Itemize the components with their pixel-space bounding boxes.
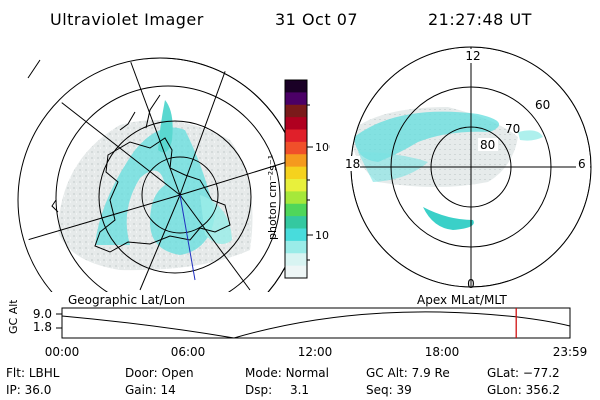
colorbar-cell	[285, 265, 307, 279]
time-tick-2: 12:00	[298, 345, 333, 359]
colorbar-label: photon cm⁻²s⁻¹	[266, 155, 279, 240]
time-tick-3: 18:00	[425, 345, 460, 359]
colorbar: 100 10 photon cm⁻²s⁻¹	[266, 79, 330, 279]
colorbar-cell	[285, 104, 307, 118]
mlt-label-12: 12	[465, 49, 480, 63]
param-mode: Mode: Normal	[245, 366, 329, 380]
colorbar-scale	[285, 80, 307, 279]
time-label: 21:27:48 UT	[428, 10, 532, 29]
time-tick-0: 00:00	[45, 345, 80, 359]
colorbar-cell	[285, 154, 307, 168]
time-tick-4: 23:59	[553, 345, 588, 359]
param-dsp: Dsp: 3.1	[245, 383, 310, 397]
colorbar-tick-10: 10	[315, 229, 329, 242]
projection-label-geographic: Geographic Lat/Lon	[68, 293, 186, 307]
colorbar-cell	[285, 240, 307, 254]
lat-label-60: 60	[535, 98, 550, 112]
mlt-label-0: 0	[467, 277, 475, 291]
lat-label-80: 80	[480, 138, 495, 152]
altitude-axis-label: GC Alt	[7, 300, 20, 334]
mlt-label-6: 6	[578, 157, 586, 171]
param-glon: GLon: 356.2	[487, 383, 560, 397]
param-glat: GLat: −77.2	[487, 366, 560, 380]
colorbar-cell	[285, 117, 307, 131]
polar-plot: 12 18 6 0 80 70 60	[342, 46, 592, 291]
param-gain: Gain: 14	[125, 383, 176, 397]
altitude-curve	[61, 311, 571, 339]
colorbar-cell	[285, 203, 307, 217]
geographic-map	[17, 57, 290, 292]
colorbar-cell	[285, 179, 307, 192]
colorbar-cell	[285, 253, 307, 267]
colorbar-cell	[285, 80, 307, 93]
altitude-plot: GC Alt 9.0 1.8 00:00 06:00 12:00 18:00 2…	[7, 300, 588, 359]
param-door: Door: Open	[125, 366, 194, 380]
colorbar-cell	[285, 191, 307, 205]
colorbar-cell	[285, 129, 307, 143]
date-label: 31 Oct 07	[275, 10, 359, 29]
colorbar-cell	[285, 92, 307, 106]
param-gc-alt: GC Alt: 7.9 Re	[366, 366, 450, 380]
param-ip: IP: 36.0	[6, 383, 52, 397]
continent-outline	[94, 137, 231, 253]
lat-label-70: 70	[505, 122, 520, 136]
colorbar-cell	[285, 166, 307, 180]
param-seq: Seq: 39	[366, 383, 412, 397]
param-flt: Flt: LBHL	[6, 366, 60, 380]
mlt-label-18: 18	[345, 157, 360, 171]
instrument-title: Ultraviolet Imager	[50, 10, 204, 29]
colorbar-cell	[285, 141, 307, 155]
aurora-dayside	[354, 111, 500, 162]
colorbar-cell	[285, 228, 307, 242]
colorbar-cell	[285, 216, 307, 230]
colorbar-tick-100: 100	[315, 141, 330, 154]
altitude-tick-low: 1.8	[33, 320, 52, 334]
altitude-tick-high: 9.0	[33, 307, 52, 321]
time-tick-1: 06:00	[171, 345, 206, 359]
aurora-nightside	[423, 207, 474, 230]
projection-label-apex: Apex MLat/MLT	[417, 293, 507, 307]
